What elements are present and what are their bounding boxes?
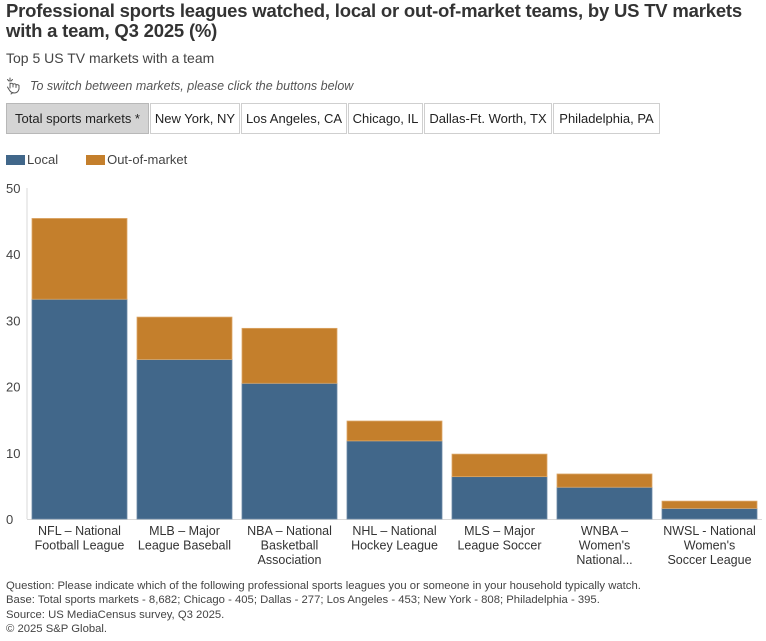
chart-subtitle: Top 5 US TV markets with a team (6, 50, 215, 66)
y-tick-label: 10 (6, 446, 20, 461)
bar-out-of-market (451, 453, 548, 478)
bar-local (556, 486, 653, 520)
bar-out-of-market (661, 500, 758, 509)
x-tick-label: NBA – National (247, 524, 332, 538)
chart-legend: Local Out-of-market (6, 152, 215, 167)
x-tick-label: Football League (35, 539, 125, 553)
instruction-text: To switch between markets, please click … (30, 79, 354, 93)
bar-local (661, 508, 758, 520)
x-tick-label: League Soccer (457, 539, 541, 553)
x-tick-label: National... (576, 553, 632, 567)
y-tick-label: 50 (6, 181, 20, 196)
footer-question: Question: Please indicate which of the f… (6, 580, 641, 592)
legend-item-out-of-market[interactable]: Out-of-market (86, 152, 187, 167)
x-tick-label: Association (258, 553, 322, 567)
x-tick-label: Women's (579, 539, 630, 553)
bar-local (136, 359, 233, 520)
x-tick-label: Women's (684, 539, 735, 553)
y-tick-label: 40 (6, 247, 20, 262)
market-button-los-angeles[interactable]: Los Angeles, CA (241, 103, 347, 134)
hand-pointer-icon (6, 77, 24, 95)
legend-label-local: Local (27, 152, 59, 167)
x-tick-label: NWSL - National (663, 524, 756, 538)
market-button-dallas[interactable]: Dallas-Ft. Worth, TX (424, 103, 552, 134)
x-tick-label: MLS – Major (464, 524, 535, 538)
instruction-hint: To switch between markets, please click … (6, 77, 353, 95)
chart-footer: Question: Please indicate which of the f… (6, 579, 641, 636)
y-tick-label: 20 (6, 380, 20, 395)
legend-item-local[interactable]: Local (6, 152, 58, 167)
x-tick-label: League Baseball (138, 539, 231, 553)
y-tick-label: 30 (6, 313, 20, 328)
market-button-total[interactable]: Total sports markets * (6, 103, 149, 134)
legend-swatch-out-of-market (86, 154, 106, 165)
legend-swatch-local (6, 154, 25, 165)
x-tick-label: Soccer League (667, 553, 751, 567)
bar-out-of-market (136, 316, 233, 360)
bar-local (241, 382, 338, 520)
bar-local (346, 440, 443, 520)
x-tick-label: MLB – Major (149, 524, 220, 538)
y-tick-label: 0 (6, 512, 13, 527)
market-button-philadelphia[interactable]: Philadelphia, PA (553, 103, 660, 134)
chart-title: Professional sports leagues watched, loc… (6, 0, 742, 41)
legend-label-out-of-market: Out-of-market (107, 152, 188, 167)
footer-base: Base: Total sports markets - 8,682; Chic… (6, 594, 600, 607)
market-button-new-york[interactable]: New York, NY (150, 103, 240, 134)
x-tick-label: NHL – National (352, 524, 436, 538)
bar-out-of-market (346, 420, 443, 442)
x-tick-label: NFL – National (38, 524, 121, 538)
x-tick-label: WNBA – (581, 524, 628, 538)
footer-source: Source: US MediaCensus survey, Q3 2025. (6, 608, 225, 621)
market-button-chicago[interactable]: Chicago, IL (348, 103, 423, 134)
bar-out-of-market (241, 327, 338, 384)
bar-local (31, 298, 128, 520)
x-tick-label: Hockey League (351, 539, 438, 553)
footer-copyright: © 2025 S&P Global. (6, 622, 108, 635)
x-tick-label: Basketball (261, 539, 319, 553)
bar-out-of-market (31, 218, 128, 300)
bar-local (451, 476, 548, 520)
bar-out-of-market (556, 473, 653, 488)
